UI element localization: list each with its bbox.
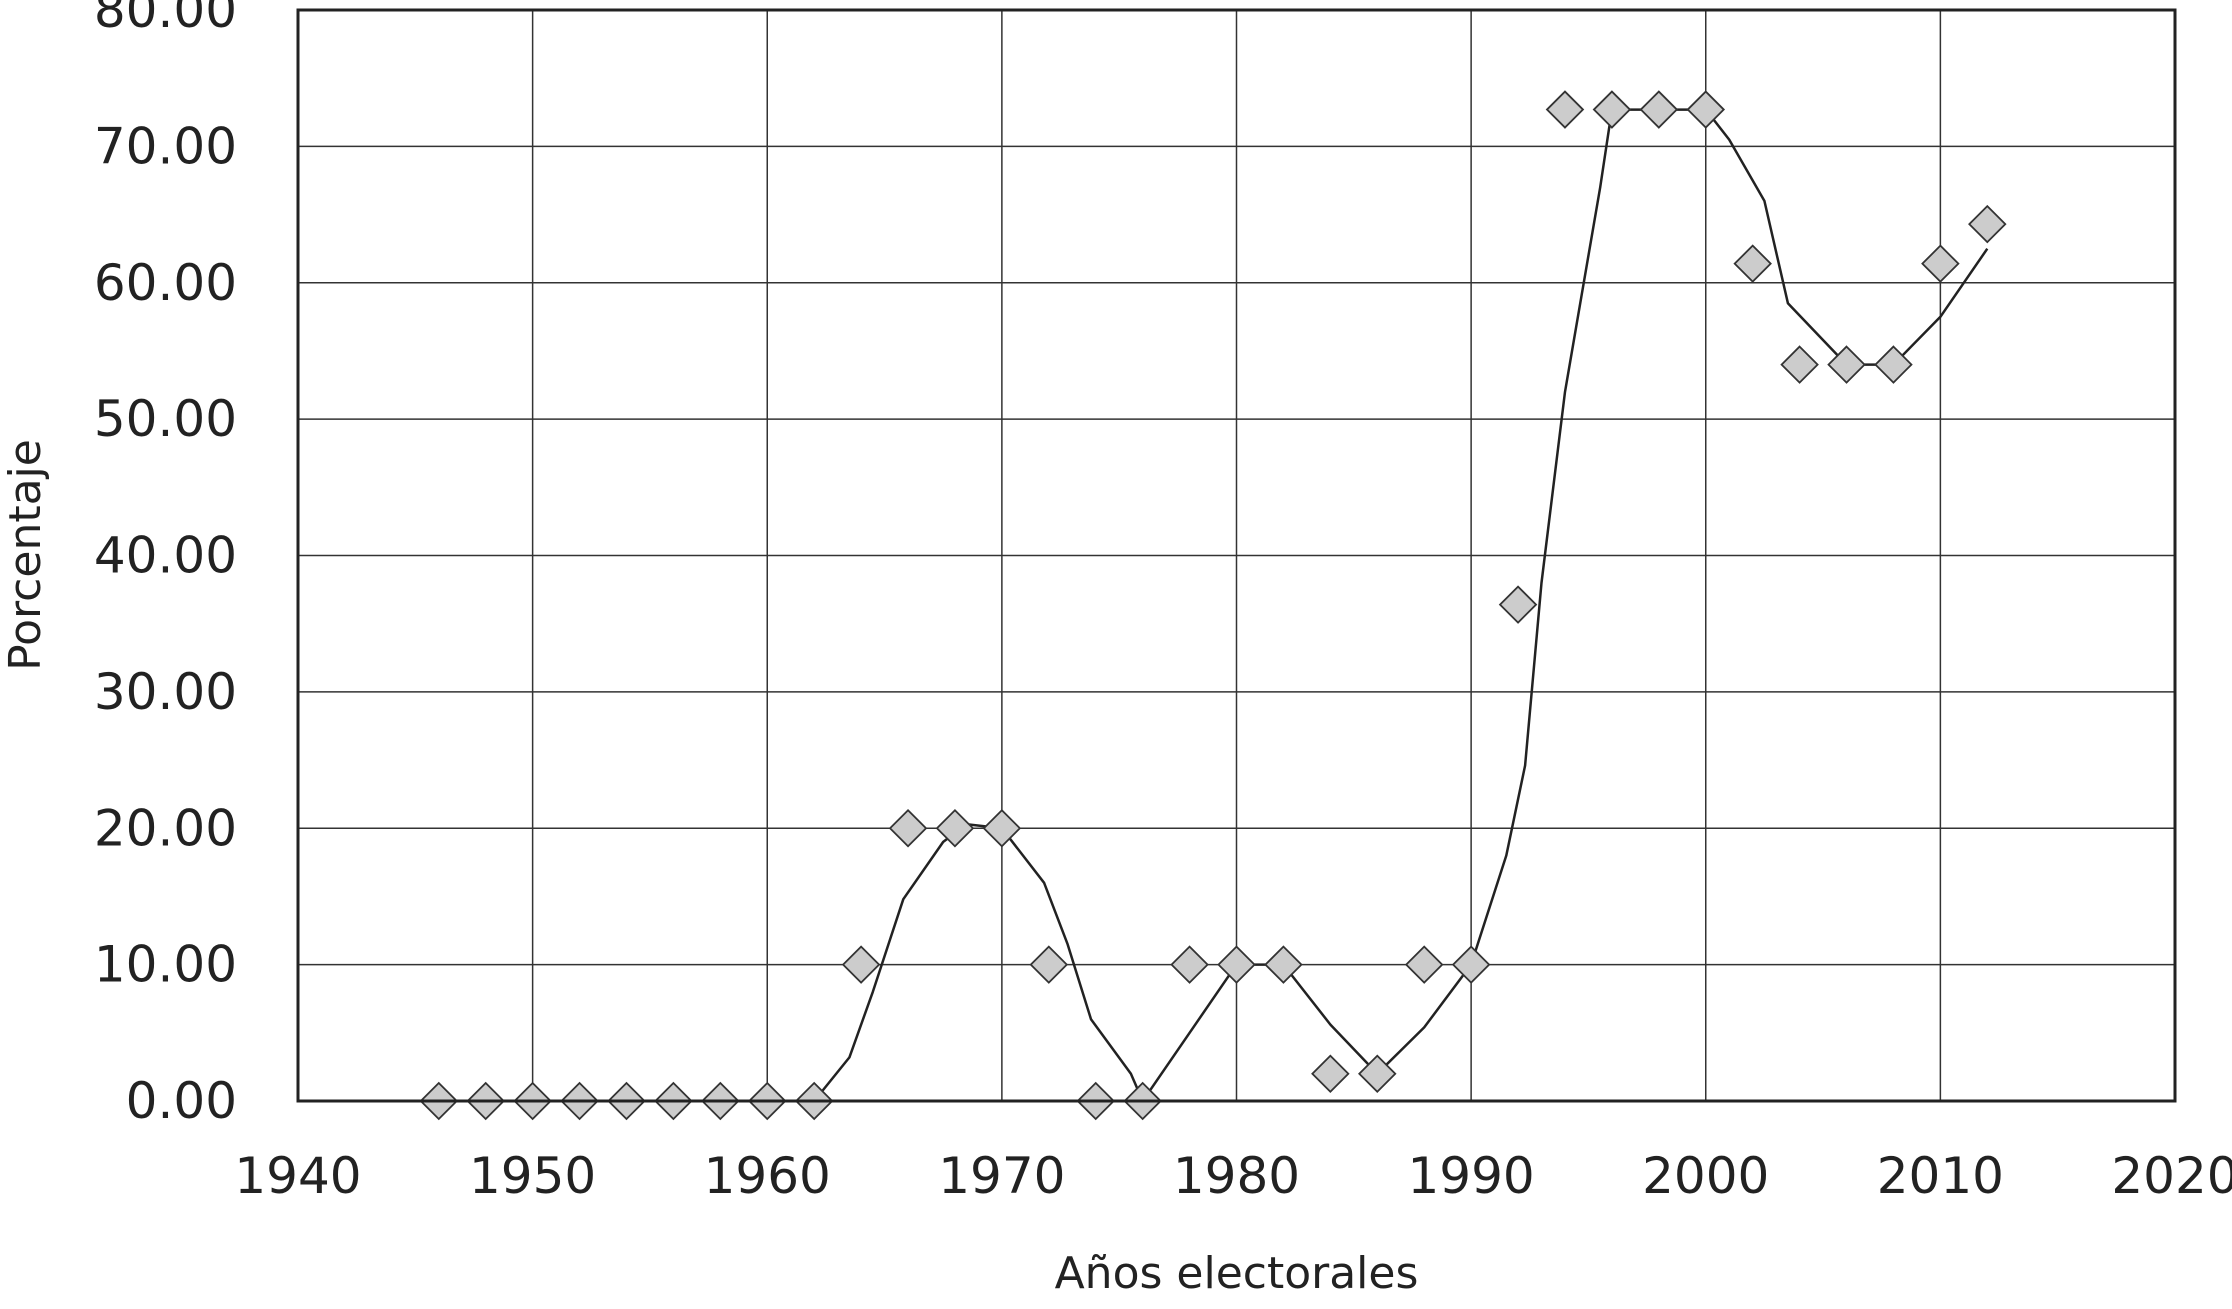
x-tick-label: 2010 xyxy=(1877,1147,2004,1205)
y-tick-label: 60.00 xyxy=(94,254,237,312)
x-tick-label: 1980 xyxy=(1173,1147,1300,1205)
data-point xyxy=(1217,945,1256,984)
data-point xyxy=(1404,945,1444,984)
y-tick-label: 20.00 xyxy=(94,799,237,857)
data-point xyxy=(1498,585,1538,624)
data-point xyxy=(1874,345,1913,384)
y-tick-label: 40.00 xyxy=(94,527,237,585)
data-point xyxy=(888,808,928,848)
data-point xyxy=(1311,1054,1350,1093)
y-tick-label: 50.00 xyxy=(94,390,237,448)
data-point xyxy=(1639,90,1679,129)
y-tick-label: 70.00 xyxy=(94,117,237,175)
x-tick-label: 2000 xyxy=(1642,1147,1769,1205)
data-point xyxy=(841,945,881,984)
data-point xyxy=(1545,90,1585,129)
data-point xyxy=(982,808,1022,848)
data-points xyxy=(419,90,2007,1121)
y-tick-label: 0.00 xyxy=(126,1072,237,1130)
data-point xyxy=(1827,345,1866,384)
x-tick-label: 1950 xyxy=(469,1147,596,1205)
data-point xyxy=(1592,90,1632,129)
data-point xyxy=(1733,244,1772,283)
plot-border xyxy=(296,8,2177,1103)
data-point xyxy=(1968,204,2007,244)
x-tick-label: 1940 xyxy=(234,1147,361,1205)
data-point xyxy=(1921,244,1960,283)
y-axis-title: Porcentaje xyxy=(0,439,51,671)
x-tick-label: 2020 xyxy=(2111,1147,2232,1205)
x-axis-title: Años electorales xyxy=(1055,1248,1419,1299)
x-axis-ticks: 1940 1950 1960 1970 1980 1990 2000 2010 2020 xyxy=(234,1147,2232,1205)
y-tick-label: 80.00 xyxy=(94,0,237,39)
data-point xyxy=(1358,1054,1397,1093)
data-point xyxy=(935,808,975,848)
y-tick-label: 30.00 xyxy=(94,663,237,721)
x-tick-label: 1960 xyxy=(704,1147,831,1205)
trend-line-layer xyxy=(813,108,1989,1103)
grid xyxy=(298,10,2175,1101)
data-point xyxy=(1451,945,1491,984)
y-tick-label: 10.00 xyxy=(94,936,237,994)
plot-frame xyxy=(296,8,2177,1103)
data-point xyxy=(1170,945,1209,984)
data-point xyxy=(1264,945,1303,984)
x-tick-label: 1970 xyxy=(938,1147,1065,1205)
trend-line xyxy=(813,108,1989,1103)
y-axis-ticks: 0.00 10.00 20.00 30.00 40.00 50.00 60.00 70.00 8… xyxy=(94,0,237,1130)
data-point xyxy=(1780,345,1819,384)
data-point xyxy=(1686,90,1726,129)
data-point xyxy=(1029,945,1069,984)
x-tick-label: 1990 xyxy=(1408,1147,1535,1205)
